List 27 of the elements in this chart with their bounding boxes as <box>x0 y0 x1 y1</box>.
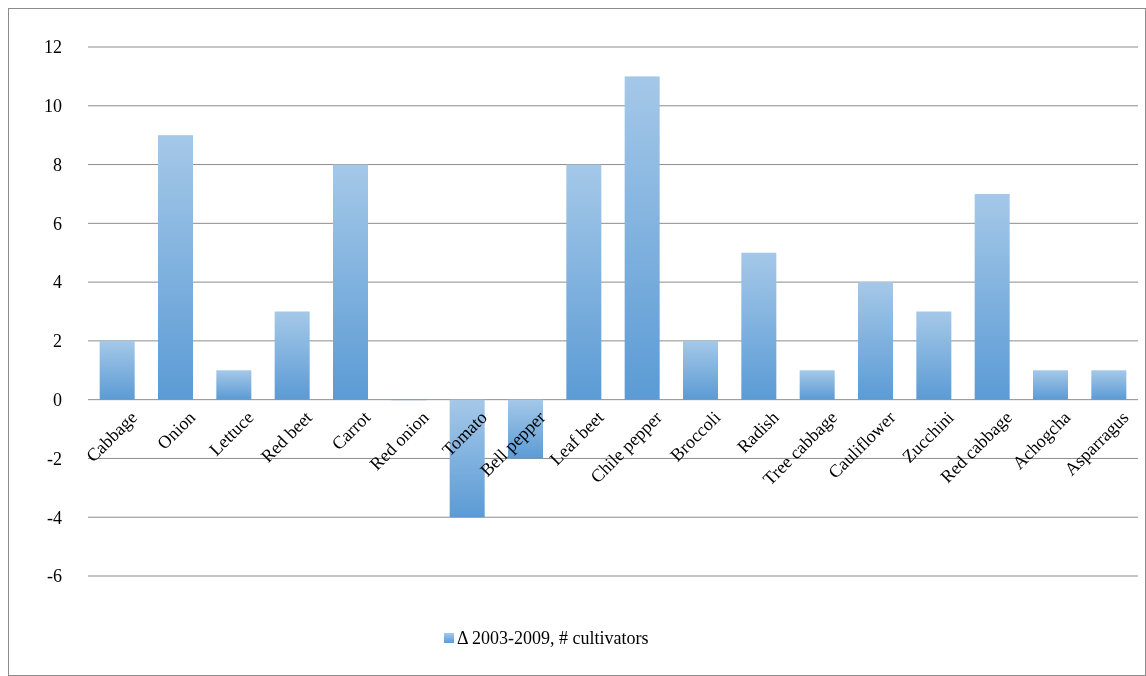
bar <box>741 252 777 400</box>
bar <box>624 76 660 400</box>
bar <box>566 164 602 400</box>
y-tick-label: -6 <box>47 566 62 587</box>
y-tick-label: 8 <box>53 154 62 175</box>
y-tick-label: 6 <box>53 213 62 234</box>
bar <box>1033 370 1068 400</box>
y-tick-label: -2 <box>47 448 62 469</box>
bar <box>799 370 835 400</box>
bar <box>858 282 893 400</box>
bar <box>916 311 952 400</box>
y-tick-label: 4 <box>53 272 62 293</box>
y-tick-label: 2 <box>53 331 62 352</box>
bar <box>158 135 193 400</box>
y-tick-label: 10 <box>44 96 62 117</box>
y-tick-label: -4 <box>47 507 62 528</box>
y-tick-label: 12 <box>44 37 62 58</box>
bar <box>1091 370 1127 400</box>
bar <box>99 340 135 400</box>
bar <box>216 370 252 400</box>
y-tick-label: 0 <box>53 389 62 410</box>
bar <box>274 311 310 400</box>
bar <box>974 193 1010 400</box>
legend-label: Δ 2003-2009, # cultivators <box>457 628 649 649</box>
x-tick-label: Red beet <box>256 407 316 467</box>
bar <box>333 164 368 400</box>
bar <box>683 340 718 400</box>
